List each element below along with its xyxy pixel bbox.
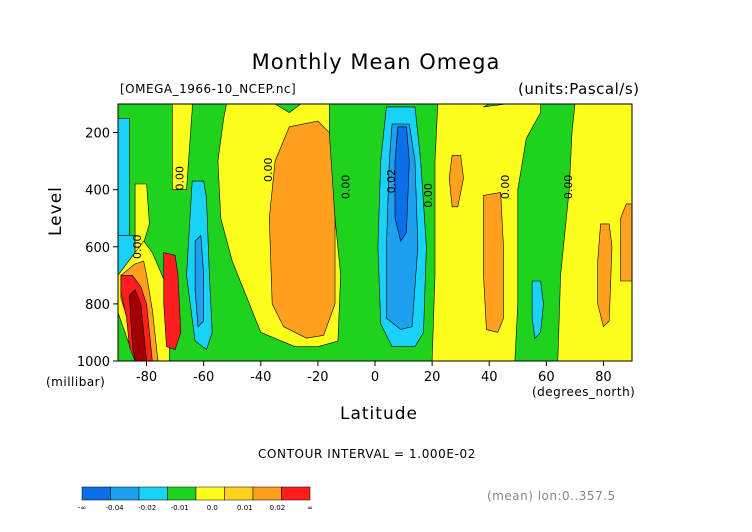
y-tick-label-0: 200 (85, 127, 110, 142)
x-axis-label: Latitude (340, 404, 418, 424)
contour-region-positive_mid-22 (620, 203, 633, 282)
contour-label-7: 0.00 (562, 175, 575, 200)
colorbar-swatch-4 (195, 486, 225, 501)
colorbar-label-1: -0.04 (106, 504, 125, 512)
colorbar-label-4: 0.0 (207, 504, 218, 512)
x-tick-label-8: 80 (595, 370, 612, 385)
colorbar-swatch-3 (167, 486, 197, 501)
y-tick-label-3: 800 (85, 298, 110, 313)
y-tick-label-4: 1000 (77, 355, 110, 370)
contour-label-4: 0.02 (385, 169, 398, 194)
y-axis-units: (millibar) (46, 375, 106, 389)
chart-title: Monthly Mean Omega (251, 50, 501, 74)
contour-label-5: 0.00 (422, 183, 435, 208)
y-tick-label-1: 400 (85, 184, 110, 199)
contour-label-2: 0.00 (262, 157, 275, 182)
contour-region-positive_mid-17 (448, 155, 464, 208)
contour-region-positive_mid-21 (597, 223, 613, 328)
colorbar-swatch-7 (281, 486, 311, 501)
x-tick-label-4: 0 (371, 370, 379, 385)
x-axis-units: (degrees_north) (532, 385, 636, 399)
x-tick-label-3: -20 (307, 370, 328, 385)
mean-longitude-label: (mean) lon:0..357.5 (487, 489, 616, 503)
contour-region-negative_mid-10 (194, 234, 204, 328)
units-label: (units:Pascal/s) (518, 80, 640, 98)
colorbar-label-5: 0.01 (237, 504, 253, 512)
y-tick-label-2: 600 (85, 241, 110, 256)
colorbar-label-7: ∞ (307, 504, 313, 512)
contour-label-3: 0.00 (339, 175, 352, 200)
colorbar-swatch-1 (110, 486, 140, 501)
colorbar-swatch-2 (138, 486, 168, 501)
x-tick-label-5: 20 (424, 370, 441, 385)
colorbar-label-3: -0.01 (171, 504, 189, 512)
x-tick-label-6: 40 (481, 370, 498, 385)
contour-region-positive_mid-18 (483, 192, 504, 333)
contour-label-1: 0.00 (174, 166, 187, 191)
x-tick-label-0: -80 (136, 370, 157, 385)
colorbar-label-2: -0.02 (138, 504, 156, 512)
colorbar-swatch-5 (224, 486, 254, 501)
contour-region-negative_strong-15 (394, 126, 410, 242)
contour-region-positive-3 (134, 183, 150, 265)
source-file-label: [OMEGA_1966-10_NCEP.nc] (120, 82, 297, 96)
colorbar-label-6: 0.02 (270, 504, 286, 512)
x-tick-label-7: 60 (538, 370, 555, 385)
contour-interval-label: CONTOUR INTERVAL = 1.000E-02 (258, 447, 476, 461)
contour-label-6: 0.00 (499, 175, 512, 200)
x-tick-label-1: -60 (193, 370, 214, 385)
colorbar-swatch-0 (81, 486, 111, 501)
contour-region-negative-19 (531, 280, 544, 339)
colorbar-label-0: -∞ (78, 504, 86, 512)
contour-label-0: 0.00 (131, 235, 144, 260)
x-tick-label-2: -40 (250, 370, 271, 385)
contour-region-positive_extreme-8 (129, 289, 147, 362)
colorbar-swatch-6 (252, 486, 282, 501)
contour-region-negative-1 (117, 118, 130, 248)
contour-region-positive_mid-12 (268, 120, 336, 339)
contour-region-positive_strong-7 (163, 252, 182, 350)
